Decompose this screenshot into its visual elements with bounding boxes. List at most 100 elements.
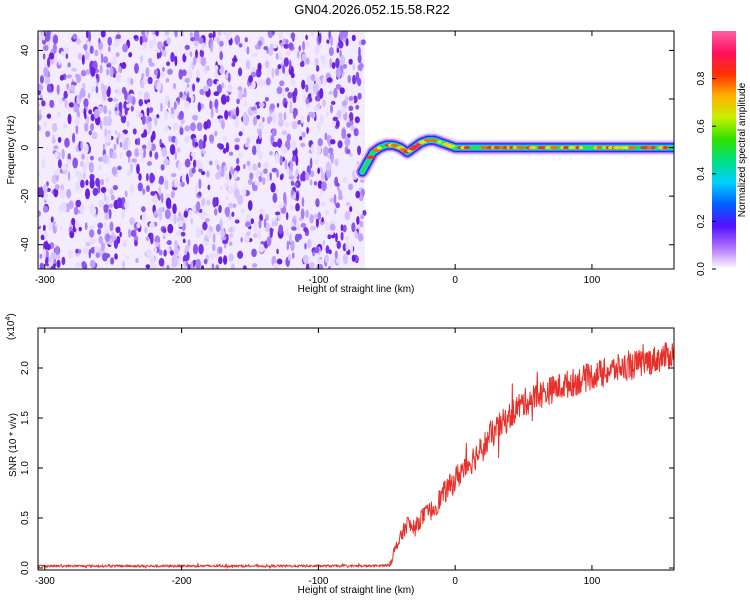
- noise-speck: [64, 99, 69, 109]
- noise-speck: [255, 144, 261, 153]
- noise-speck: [321, 217, 324, 223]
- noise-speck: [309, 213, 314, 224]
- noise-speck: [351, 34, 356, 42]
- noise-speck: [305, 84, 309, 93]
- noise-speck: [146, 173, 149, 182]
- noise-speck: [69, 231, 75, 239]
- noise-speck: [175, 97, 181, 102]
- noise-speck: [59, 188, 66, 199]
- spectrogram-y-tick-label: -20: [20, 188, 31, 203]
- noise-speck: [305, 172, 310, 181]
- noise-speck: [173, 213, 177, 225]
- noise-speck: [232, 57, 238, 63]
- noise-speck: [77, 52, 83, 60]
- noise-speck: [110, 257, 115, 265]
- noise-speck: [43, 230, 48, 239]
- noise-speck: [82, 82, 86, 89]
- noise-speck: [145, 66, 150, 78]
- noise-speck: [83, 143, 89, 155]
- noise-speck: [261, 176, 266, 186]
- noise-speck: [38, 33, 42, 42]
- noise-speck: [115, 226, 121, 234]
- noise-speck: [290, 240, 295, 252]
- noise-speck: [282, 87, 286, 99]
- noise-speck: [259, 121, 264, 131]
- noise-speck: [335, 202, 341, 209]
- noise-speck: [208, 32, 214, 39]
- noise-speck: [301, 79, 306, 90]
- noise-speck: [265, 77, 271, 86]
- signal-peak: [377, 146, 382, 150]
- noise-speck: [44, 76, 51, 85]
- noise-speck: [288, 233, 292, 244]
- noise-speck: [155, 31, 159, 37]
- noise-speck: [269, 172, 272, 181]
- noise-speck: [186, 175, 190, 185]
- noise-speck: [306, 74, 312, 84]
- noise-speck: [240, 209, 245, 214]
- noise-speck: [223, 83, 226, 89]
- noise-speck: [160, 192, 164, 204]
- noise-speck: [163, 126, 170, 132]
- noise-speck: [248, 75, 253, 83]
- noise-speck: [199, 49, 205, 58]
- noise-speck: [300, 142, 306, 148]
- noise-speck: [163, 109, 169, 120]
- noise-speck: [150, 134, 154, 143]
- noise-speck: [200, 265, 205, 269]
- noise-speck: [258, 102, 265, 108]
- noise-speck: [136, 163, 140, 175]
- noise-speck: [39, 262, 45, 269]
- noise-speck: [272, 263, 279, 269]
- signal-peak: [512, 145, 517, 150]
- noise-speck: [170, 52, 175, 63]
- noise-speck: [152, 193, 158, 204]
- noise-speck: [63, 47, 70, 54]
- noise-speck: [147, 116, 153, 122]
- noise-speck: [43, 66, 49, 78]
- noise-speck: [184, 135, 191, 144]
- noise-speck: [310, 112, 316, 119]
- noise-speck: [269, 151, 273, 156]
- noise-speck: [129, 216, 135, 226]
- signal-peak: [651, 145, 656, 150]
- noise-speck: [67, 88, 70, 95]
- noise-speck: [90, 155, 94, 161]
- noise-speck: [87, 40, 92, 47]
- noise-speck: [271, 128, 277, 137]
- noise-speck: [232, 203, 237, 208]
- noise-speck: [186, 251, 190, 261]
- colorbar-tick-label: 0.2: [696, 214, 707, 228]
- noise-speck: [94, 245, 98, 253]
- noise-speck: [296, 221, 300, 232]
- noise-speck: [278, 112, 283, 120]
- noise-speck: [301, 131, 306, 138]
- noise-speck: [272, 43, 278, 49]
- noise-speck: [222, 148, 227, 154]
- noise-speck: [156, 209, 160, 215]
- noise-speck: [331, 62, 336, 69]
- noise-speck: [83, 107, 87, 117]
- signal-peak: [537, 145, 547, 150]
- noise-speck: [143, 74, 147, 86]
- noise-speck: [192, 159, 197, 168]
- noise-speck: [167, 246, 170, 253]
- noise-speck: [166, 61, 171, 67]
- noise-speck: [328, 90, 333, 96]
- noise-speck: [296, 50, 300, 59]
- noise-speck: [264, 60, 270, 69]
- noise-speck: [146, 102, 152, 108]
- noise-speck: [103, 191, 107, 202]
- noise-speck: [170, 250, 174, 256]
- noise-speck: [114, 253, 118, 260]
- noise-speck: [317, 258, 323, 264]
- noise-speck: [321, 99, 327, 107]
- signal-peak: [623, 145, 630, 150]
- noise-speck: [138, 98, 143, 107]
- noise-speck: [53, 257, 57, 265]
- noise-speck: [75, 199, 82, 208]
- noise-speck: [238, 152, 243, 158]
- noise-speck: [196, 201, 201, 213]
- noise-speck: [342, 224, 347, 233]
- noise-speck: [168, 135, 172, 143]
